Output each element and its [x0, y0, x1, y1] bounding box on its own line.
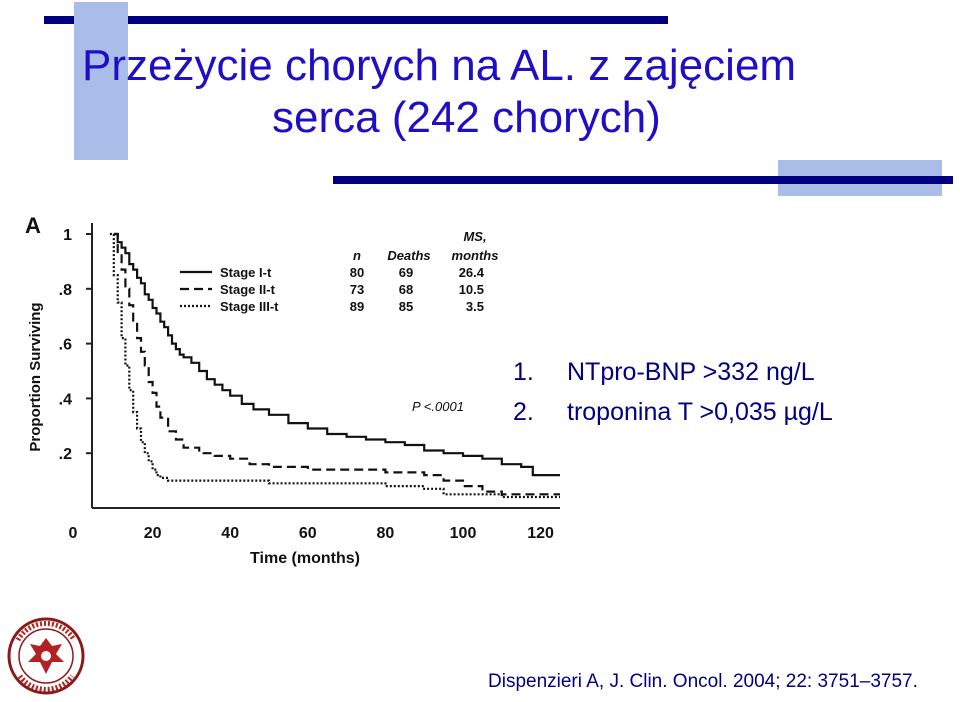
citation: Dispenzieri A, J. Clin. Oncol. 2004; 22:… — [488, 671, 918, 692]
criteria-item-1: 1. NTpro-BNP >332 ng/L — [513, 352, 833, 392]
survival-chart: A Proportion Surviving Time (months) .2.… — [25, 213, 560, 567]
top-rule — [128, 16, 668, 24]
legend-header-ms: MS, — [463, 229, 486, 244]
legend-header-n: n — [353, 248, 361, 263]
x-tick-label: 60 — [299, 525, 317, 542]
series-line-3 — [109, 232, 560, 499]
slide-title-line2: serca (242 chorych) — [272, 93, 661, 142]
title-accent-block — [74, 2, 128, 160]
legend-deaths: 85 — [399, 299, 413, 314]
x-axis: 0 20 40 60 80 100 120 — [69, 507, 560, 542]
legend-series-name: Stage III-t — [220, 299, 279, 314]
y-tick-label: .4 — [59, 391, 72, 408]
y-tick-label: .2 — [59, 446, 72, 463]
x-tick-label: 80 — [377, 525, 395, 542]
panel-label: A — [25, 213, 41, 238]
legend-deaths: 68 — [399, 282, 413, 297]
legend-rows: Stage I-t 80 69 26.4 Stage II-t 73 68 10.5 Stage… — [180, 265, 485, 314]
legend-deaths: 69 — [399, 265, 413, 280]
survival-curves — [109, 232, 560, 499]
series-line-2 — [113, 232, 560, 496]
criteria-number: 1. — [513, 358, 534, 386]
legend-n: 80 — [350, 265, 364, 280]
x-tick-label: 20 — [144, 525, 162, 542]
top-rule-left — [44, 16, 74, 24]
legend-series-name: Stage I-t — [220, 265, 272, 280]
criteria-list: 1. NTpro-BNP >332 ng/L 2. troponina T >0,0… — [513, 352, 833, 432]
x-tick-label: 120 — [527, 525, 554, 542]
legend-header-ms-unit: months — [452, 248, 499, 263]
slide-title-line1: Przeżycie chorych na AL. z zajęciem — [82, 41, 797, 90]
legend-ms: 3.5 — [466, 299, 484, 314]
series-line-1 — [113, 232, 560, 477]
x-tick-label: 0 — [69, 525, 78, 542]
legend-ms: 26.4 — [459, 265, 485, 280]
criteria-text: NTpro-BNP >332 ng/L — [567, 358, 815, 386]
legend-series-name: Stage II-t — [220, 282, 276, 297]
p-value: P <.0001 — [412, 399, 464, 414]
legend-n: 73 — [350, 282, 364, 297]
legend-n: 89 — [350, 299, 364, 314]
criteria-item-2: 2. troponina T >0,035 µg/L — [513, 392, 833, 432]
x-tick-label: 100 — [450, 525, 477, 542]
y-axis: .2 .4 .6 .8 1 — [59, 223, 93, 508]
slide-title: Przeżycie chorych na AL. z zajęciem serc… — [82, 40, 796, 144]
y-tick-label: .6 — [59, 337, 72, 354]
university-seal-logo — [7, 617, 85, 695]
x-tick-label: 40 — [221, 525, 239, 542]
criteria-text: troponina T >0,035 µg/L — [567, 398, 833, 426]
y-tick-label: 1 — [63, 227, 72, 244]
legend: n Deaths MS, months Stage I-t 80 69 26.4Sta… — [180, 229, 498, 314]
legend-header-deaths: Deaths — [387, 248, 430, 263]
y-tick-label: .8 — [59, 282, 72, 299]
criteria-number: 2. — [513, 398, 534, 426]
mid-rule — [333, 176, 953, 184]
x-axis-label: Time (months) — [250, 550, 360, 567]
y-axis-label: Proportion Surviving — [27, 302, 44, 451]
legend-ms: 10.5 — [459, 282, 484, 297]
